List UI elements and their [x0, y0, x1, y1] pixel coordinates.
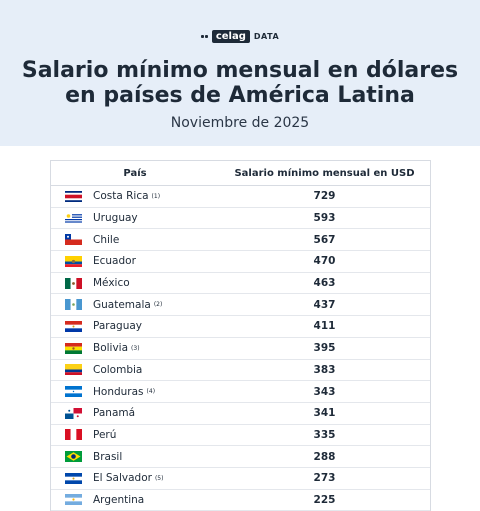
footnote-marker: (5)	[154, 474, 164, 482]
country-name: Bolivia	[93, 342, 129, 355]
ecuador-flag-icon	[65, 255, 82, 267]
logo-box-text: celag	[211, 30, 250, 43]
country-cell: México	[51, 277, 219, 289]
country-cell: Brasil	[51, 451, 219, 463]
table-row: Paraguay 411	[51, 316, 430, 338]
footnote-marker: (3)	[131, 344, 140, 352]
country-cell: Uruguay	[51, 212, 219, 224]
chile-flag-icon	[65, 234, 82, 246]
country-name: Costa Rica	[93, 190, 149, 203]
table-row: El Salvador (5) 273	[51, 467, 430, 490]
country-name: Uruguay	[93, 212, 138, 225]
country-name: Honduras	[93, 385, 144, 398]
title-line-2: en países de América Latina	[65, 83, 415, 108]
country-cell: Colombia	[51, 364, 219, 376]
country-cell: Panamá	[51, 407, 219, 419]
footnote-marker: (4)	[146, 388, 156, 396]
table-body: Costa Rica (1) 729 Uruguay 593 Chile 567 Ecuado…	[51, 186, 430, 511]
peru-flag-icon	[65, 429, 82, 441]
country-name: Panamá	[93, 407, 136, 420]
salary-value: 341	[313, 407, 336, 420]
country-cell: Paraguay	[51, 320, 219, 332]
table-row: Colombia 383	[51, 359, 430, 382]
uruguay-flag-icon	[65, 212, 82, 224]
salary-value: 729	[313, 190, 336, 203]
salary-value: 273	[313, 472, 336, 485]
country-name: Guatemala	[93, 298, 151, 311]
country-cell: Perú	[51, 429, 219, 441]
table-row: México 463	[51, 272, 430, 295]
table-row: Guatemala (2) 437	[51, 294, 430, 317]
logo-mark-icon	[200, 35, 208, 38]
table-row: Bolivia (3) 395	[51, 337, 430, 360]
el-salvador-flag-icon	[65, 472, 82, 484]
guatemala-flag-icon	[65, 299, 82, 311]
page-subtitle: Noviembre de 2025	[170, 115, 310, 131]
country-cell: Guatemala (2)	[51, 299, 219, 311]
footnote-marker: (1)	[151, 192, 161, 200]
page-title: Salario mínimo mensual en dólares en paí…	[0, 58, 480, 108]
country-name: Ecuador	[93, 255, 136, 268]
costa-rica-flag-icon	[65, 190, 82, 202]
title-line-1: Salario mínimo mensual en dólares	[21, 58, 459, 83]
table-row: Argentina 225	[51, 489, 430, 511]
brazil-flag-icon	[65, 451, 82, 463]
table-row: Uruguay 593	[51, 207, 430, 230]
table-header: País Salario mínimo mensual en USD	[51, 161, 430, 186]
table-row: Costa Rica (1) 729	[51, 186, 430, 208]
salary-value: 288	[313, 450, 336, 463]
country-name: El Salvador	[93, 472, 152, 485]
header-banner: celag DATA Salario mínimo mensual en dól…	[0, 0, 480, 146]
salary-value: 411	[313, 320, 336, 333]
paraguay-flag-icon	[65, 320, 82, 332]
logo-suffix-text: DATA	[253, 32, 280, 41]
country-cell: Chile	[51, 234, 219, 246]
salary-value: 470	[313, 255, 336, 268]
country-name: Brasil	[93, 450, 123, 463]
country-cell: Bolivia (3)	[51, 342, 219, 354]
celag-logo: celag DATA	[0, 30, 480, 43]
country-name: Paraguay	[93, 320, 143, 333]
country-cell: Honduras (4)	[51, 386, 219, 398]
salary-value: 383	[313, 363, 336, 376]
footnote-marker: (2)	[153, 301, 163, 309]
salary-table: País Salario mínimo mensual en USD Costa…	[50, 160, 431, 511]
salary-value: 335	[313, 428, 336, 441]
salary-value: 593	[313, 212, 336, 225]
column-header-country: País	[123, 167, 147, 179]
table-row: Panamá 341	[51, 402, 430, 425]
country-cell: El Salvador (5)	[51, 472, 219, 484]
honduras-flag-icon	[65, 386, 82, 398]
mexico-flag-icon	[65, 277, 82, 289]
table-row: Perú 335	[51, 424, 430, 447]
country-name: Perú	[93, 428, 117, 441]
table-row: Ecuador 470	[51, 251, 430, 273]
table-row: Brasil 288	[51, 446, 430, 468]
column-header-value: Salario mínimo mensual en USD	[234, 167, 415, 179]
table-row: Chile 567	[51, 229, 430, 252]
salary-value: 395	[313, 342, 336, 355]
table-row: Honduras (4) 343	[51, 381, 430, 403]
country-name: México	[93, 277, 130, 290]
country-name: Colombia	[93, 363, 143, 376]
salary-value: 343	[313, 385, 336, 398]
country-cell: Ecuador	[51, 255, 219, 267]
salary-value: 437	[313, 298, 336, 311]
colombia-flag-icon	[65, 364, 82, 376]
country-name: Chile	[93, 233, 120, 246]
country-cell: Costa Rica (1)	[51, 190, 219, 202]
panama-flag-icon	[65, 407, 82, 419]
salary-value: 567	[313, 233, 336, 246]
salary-value: 463	[313, 277, 336, 290]
bolivia-flag-icon	[65, 342, 82, 354]
